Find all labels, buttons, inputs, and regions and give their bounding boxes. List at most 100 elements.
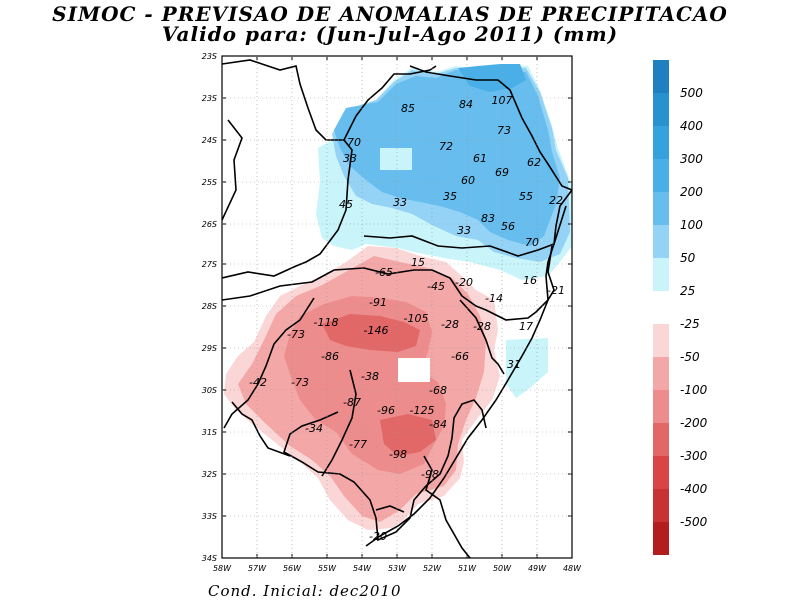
anomaly-value: -118	[314, 316, 339, 329]
colorbar-label: 200	[680, 185, 703, 199]
colorbar-label: 50	[680, 251, 696, 265]
anomaly-value: -87	[343, 396, 361, 409]
lat-label: 31S	[202, 428, 217, 437]
anomaly-value: 70	[525, 236, 539, 249]
coastline	[365, 65, 572, 547]
lon-label: 56W	[283, 564, 302, 573]
colorbar-label: 500	[680, 86, 703, 100]
border-parana-north	[222, 139, 353, 279]
colorbar-segment	[653, 291, 669, 324]
lat-label: 33S	[202, 512, 217, 521]
colorbar-segment	[653, 390, 669, 423]
anomaly-value: -84	[429, 418, 447, 431]
value-labels: 85 84 107 73 72 70 33 61 69 62 60 55 22 45 33 35 83 56 33 7…	[249, 94, 565, 543]
colorbar-segment	[653, 489, 669, 522]
lon-label: 50W	[493, 564, 512, 573]
lon-label: 51W	[458, 564, 477, 573]
anomaly-region-minus200-300	[322, 314, 420, 352]
anomaly-value: 73	[497, 124, 511, 137]
lon-label: 52W	[423, 564, 442, 573]
anomaly-value: 35	[443, 190, 457, 203]
anomaly-value: 45	[339, 198, 353, 211]
colorbar-label: -50	[680, 350, 700, 364]
colorbar-label: -100	[680, 383, 708, 397]
border-pr-sc	[431, 245, 555, 321]
lon-label: 57W	[248, 564, 267, 573]
anomaly-value: -28	[473, 320, 491, 333]
colorbar-segment	[653, 357, 669, 390]
lon-label: 53W	[388, 564, 407, 573]
lat-label: 23S	[202, 52, 217, 61]
map-subtitle: Valido para: (Jun-Jul-Ago 2011) (mm)	[161, 22, 619, 46]
anomaly-value: 72	[439, 140, 453, 153]
colorbar-segment	[653, 126, 669, 159]
anomaly-value: 69	[495, 166, 509, 179]
anomaly-gap	[380, 148, 412, 170]
border-rio	[231, 401, 291, 457]
anomaly-value: -98	[389, 448, 407, 461]
border-uruguay	[283, 399, 487, 542]
anomaly-value: 60	[461, 174, 475, 187]
colorbar-segment	[653, 192, 669, 225]
lat-label: 28S	[202, 302, 217, 311]
lat-label: 26S	[202, 220, 217, 229]
lat-label: 27S	[202, 260, 217, 269]
colorbar-label: 400	[680, 119, 703, 133]
anomaly-value: 33	[343, 152, 357, 165]
colorbar-segment	[653, 324, 669, 357]
lat-label: 29S	[202, 344, 217, 353]
lon-label: 58W	[213, 564, 232, 573]
anomaly-value: -68	[429, 384, 447, 397]
colorbar-segment	[653, 456, 669, 489]
anomaly-gap-south	[398, 358, 430, 382]
anomaly-region-100-200	[334, 70, 560, 246]
anomaly-value: -73	[287, 328, 305, 341]
anomaly-value: 61	[473, 152, 487, 165]
colorbar-segment	[653, 159, 669, 192]
anomaly-value: -98	[421, 468, 439, 481]
border-misiones	[222, 119, 243, 221]
anomaly-value: -146	[364, 324, 389, 337]
lat-label: 23S	[202, 94, 217, 103]
border-sc-rs	[363, 205, 567, 257]
colorbar-segment	[653, 225, 669, 258]
lat-label: 25S	[202, 178, 217, 187]
anomaly-value: 55	[519, 190, 533, 203]
lon-label: 55W	[318, 564, 337, 573]
anomaly-value: -21	[547, 284, 565, 297]
colorbar-label: -200	[680, 416, 708, 430]
lat-label: 24S	[202, 136, 217, 145]
political-borders	[222, 59, 572, 558]
anomaly-region-minus200-300-south	[380, 414, 436, 456]
anomaly-value: -38	[361, 370, 379, 383]
anomaly-value: -66	[451, 350, 469, 363]
colorbar-label: 300	[680, 152, 703, 166]
lon-label: 48W	[563, 564, 582, 573]
colorbar-segment	[653, 522, 669, 555]
lat-label: 30S	[202, 386, 217, 395]
lat-label: 32S	[202, 470, 217, 479]
anomaly-value: -34	[305, 422, 323, 435]
colorbar	[653, 60, 669, 555]
anomaly-value: -96	[377, 404, 395, 417]
colorbar-label: -25	[680, 317, 700, 331]
anomaly-value: -91	[369, 296, 387, 309]
anomaly-value: -14	[485, 292, 503, 305]
anomaly-value: 107	[492, 94, 513, 107]
anomaly-value: -105	[404, 312, 429, 325]
anomaly-value: -20	[369, 530, 387, 543]
map-ticks	[221, 55, 573, 559]
colorbar-label: 100	[680, 218, 703, 232]
anomaly-value: 22	[549, 194, 563, 207]
anomaly-value: 84	[459, 98, 473, 111]
initial-condition: Cond. Inicial: dec2010	[208, 582, 402, 600]
anomaly-value: 31	[507, 358, 521, 371]
anomaly-value: -125	[410, 404, 435, 417]
anomaly-value: -42	[249, 376, 267, 389]
colorbar-label: -500	[680, 515, 708, 529]
colorbar-labels: 500 400 300 200 100 50 25 -25 -50 -100 -200 -300 -40…	[680, 86, 708, 529]
anomaly-value: -73	[291, 376, 309, 389]
anomaly-value: -28	[441, 318, 459, 331]
longitude-labels: 58W 57W 56W 55W 54W 53W 52W 51W 50W 49W 48W	[213, 564, 582, 573]
